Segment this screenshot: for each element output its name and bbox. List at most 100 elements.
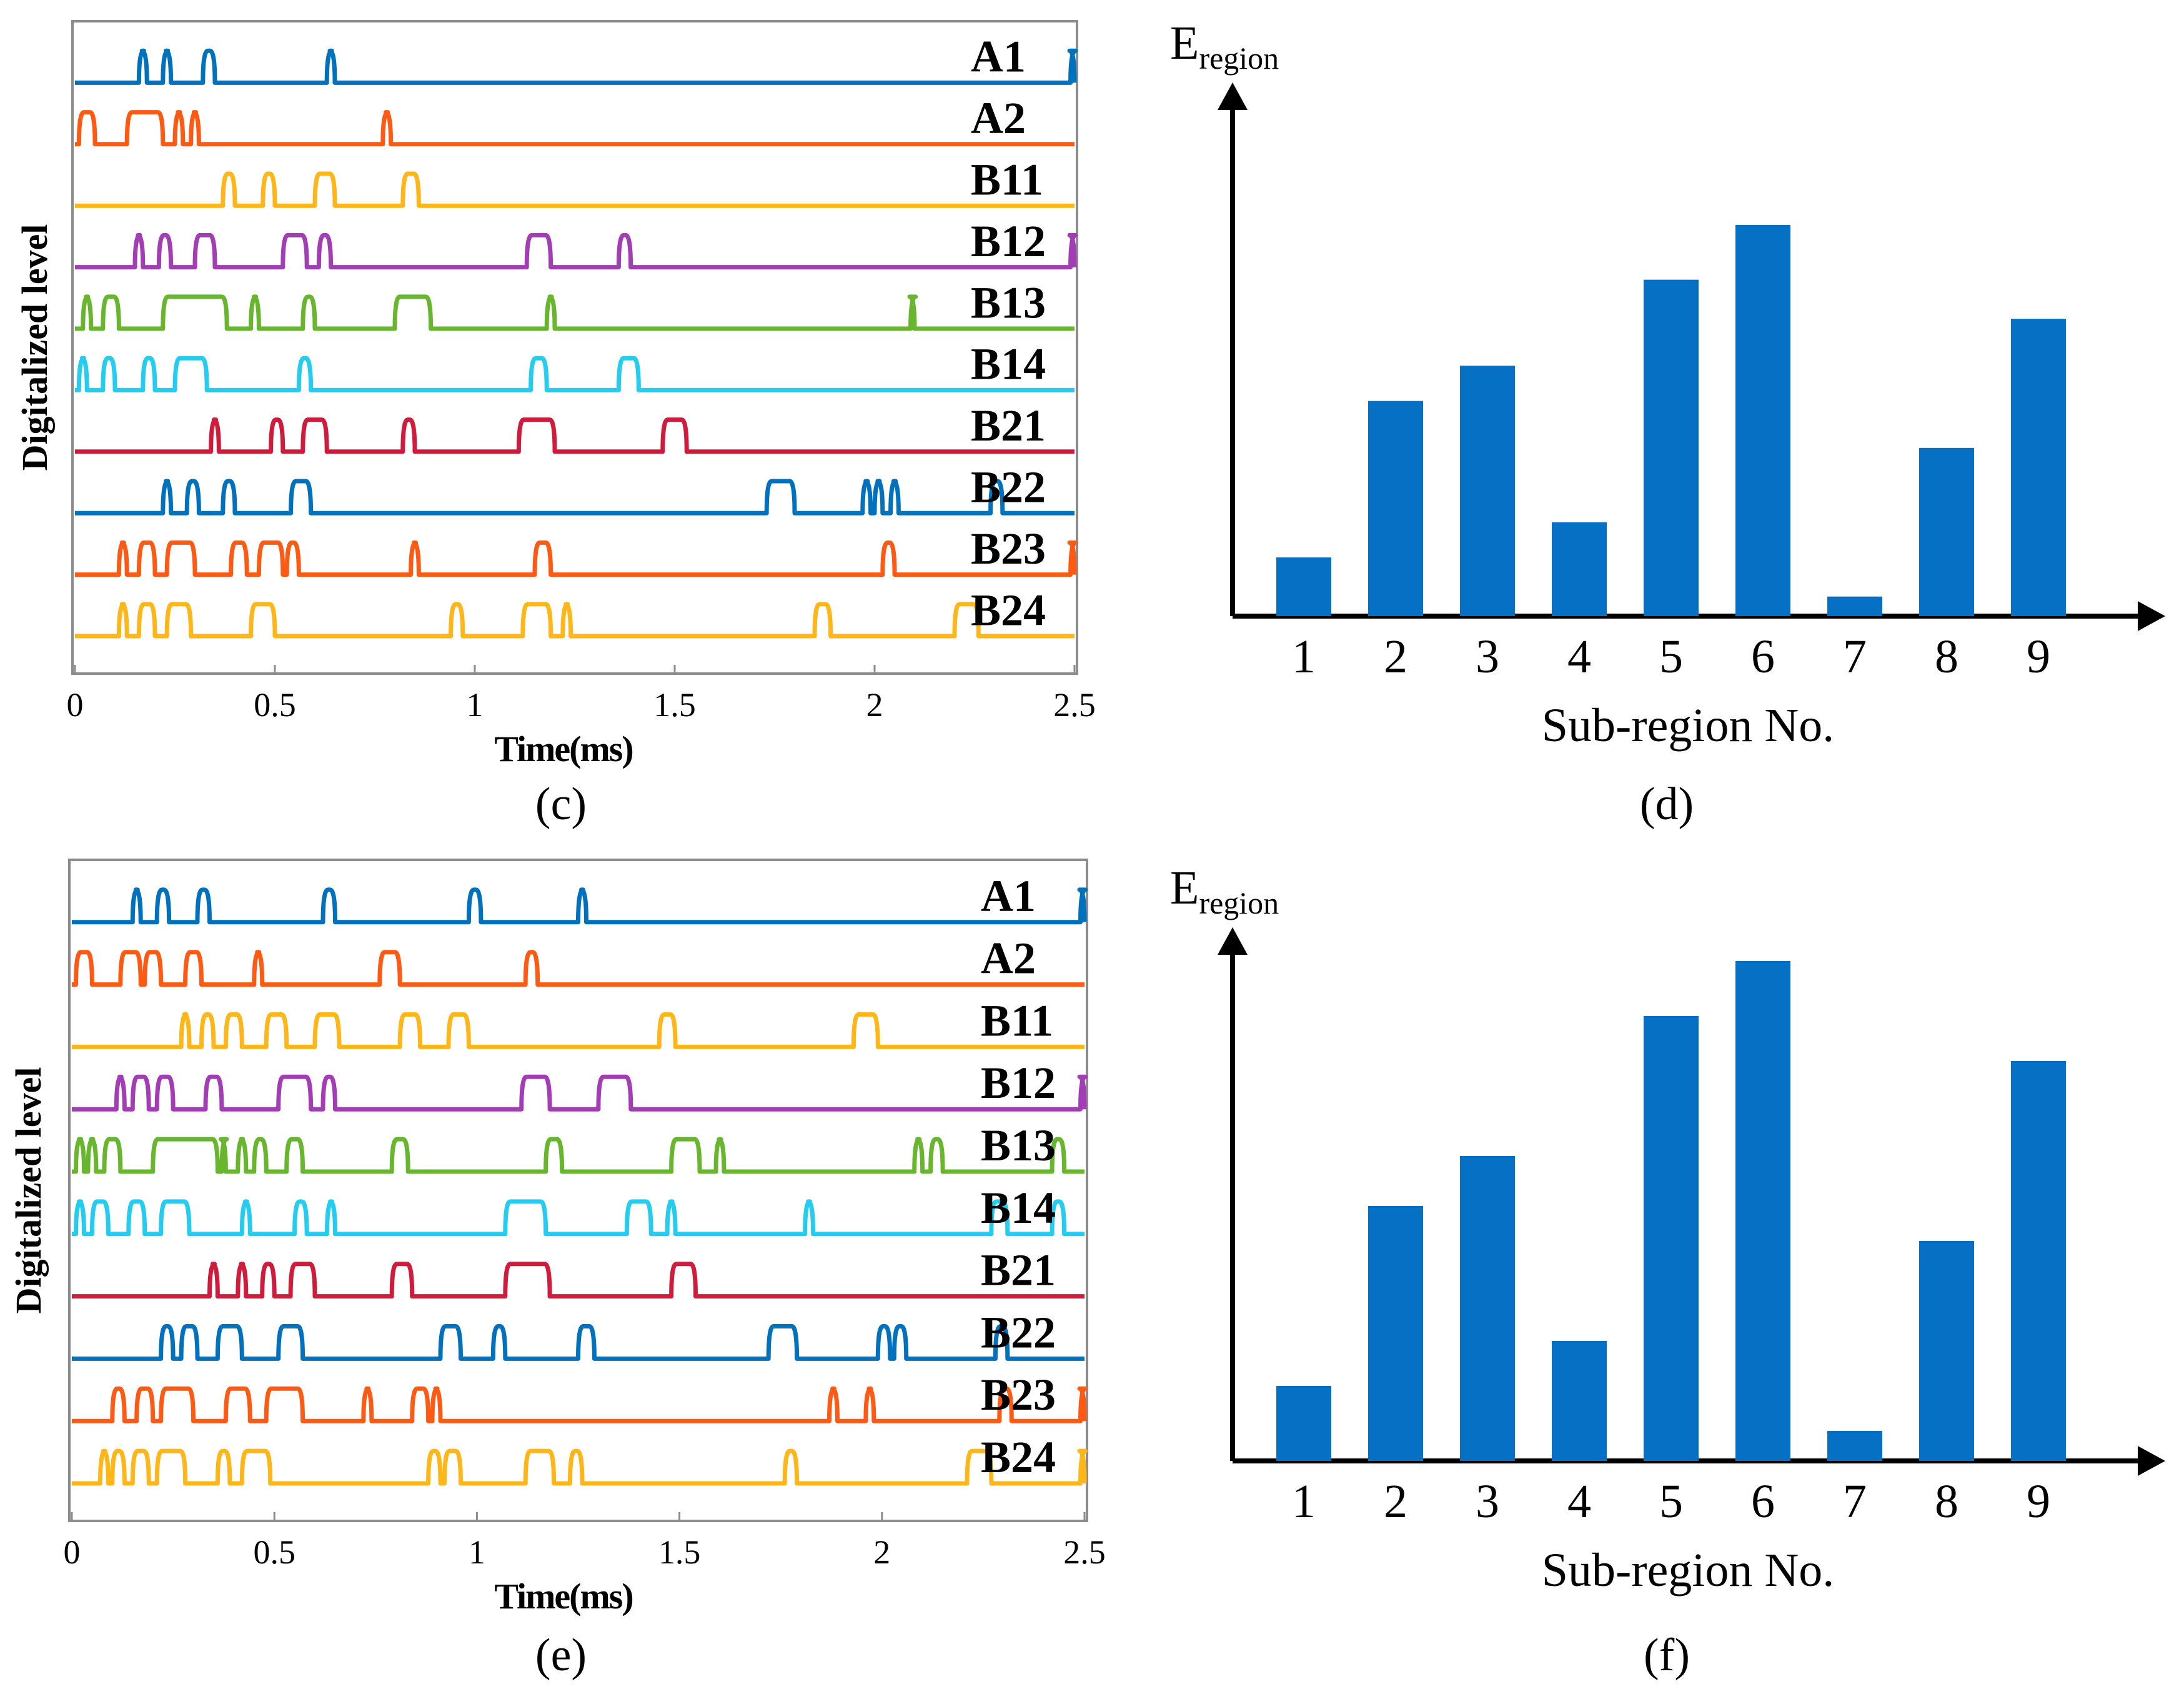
panel-e-pulse-chart: 0 0.5 1 1.5 2 2.5 A1 A2 B11 B12 B13 B14 B21 B22 B23 B24…	[8, 859, 1106, 1681]
channel-trace	[75, 48, 1078, 85]
y-axis-arrow	[1218, 927, 1248, 955]
x-axis-label: Sub-region No.	[1542, 1544, 1835, 1597]
x-tick-label: 1	[469, 1533, 485, 1571]
x-tick-label: 2	[866, 686, 883, 724]
bar	[1919, 447, 1974, 616]
chart-title: Eregion	[1170, 17, 1279, 76]
channel-label: B21	[971, 401, 1046, 451]
title-subscript: region	[1199, 41, 1279, 76]
bar	[1644, 279, 1699, 616]
channel-label: B11	[971, 154, 1043, 204]
y-axis-label: Digitalized level	[14, 224, 55, 471]
category-label: 3	[1476, 1475, 1499, 1528]
panel-caption: (f)	[1644, 1630, 1690, 1681]
bar	[1919, 1241, 1974, 1461]
title-main: E	[1170, 17, 1199, 69]
bar	[1827, 596, 1882, 616]
channel-label: B13	[981, 1120, 1056, 1170]
chart-title: Eregion	[1170, 862, 1279, 920]
channel-label: B14	[981, 1183, 1056, 1233]
channel-label: B24	[981, 1432, 1056, 1482]
channel-trace	[72, 887, 1088, 925]
channel-label: B21	[981, 1245, 1056, 1295]
x-tick-label: 0.5	[253, 1533, 295, 1571]
x-tick-label: 1.5	[653, 686, 696, 724]
channel-trace	[75, 294, 1075, 331]
channel-trace	[75, 479, 1075, 516]
bar	[1276, 557, 1331, 616]
x-tick-label: 2	[873, 1533, 890, 1571]
category-label: 5	[1659, 1475, 1683, 1528]
bar	[1827, 1431, 1882, 1461]
channel-trace	[72, 1448, 1088, 1486]
channel-trace	[75, 417, 1075, 454]
category-label: 7	[1843, 1475, 1867, 1528]
channel-label: B13	[971, 277, 1046, 327]
category-label: 5	[1659, 630, 1683, 683]
category-label: 8	[1935, 630, 1958, 683]
bar	[1368, 1206, 1423, 1461]
channel-trace	[72, 1324, 1085, 1361]
channel-label: B11	[981, 995, 1053, 1045]
category-label: 9	[2027, 1475, 2050, 1528]
panel-c-pulse-chart: 0 0.5 1 1.5 2 2.5 A1 A2 B11 B12 B13 B14 B21 B22 B23 B24…	[14, 20, 1096, 830]
category-label: 4	[1567, 1475, 1591, 1528]
channel-trace	[72, 1386, 1088, 1423]
bar	[1368, 401, 1423, 616]
channel-trace	[75, 356, 1075, 392]
title-subscript: region	[1199, 885, 1279, 920]
panel-f-bar-chart: 1 2 3 4 5 6 7 8 9 Eregion Sub-region No. (f)	[1170, 862, 2165, 1681]
channel-label: B14	[971, 339, 1046, 389]
bar	[1735, 961, 1790, 1461]
plot-frame	[71, 20, 1078, 675]
x-axis-label: Sub-region No.	[1542, 699, 1835, 752]
category-label: 9	[2027, 630, 2050, 683]
bar	[1460, 366, 1515, 616]
channel-label: B22	[981, 1307, 1056, 1357]
panel-d-bar-chart: 1 2 3 4 5 6 7 8 9 Eregion Sub-region No. (d)	[1170, 17, 2165, 830]
channel-label: B12	[981, 1058, 1056, 1108]
panel-caption: (c)	[535, 779, 587, 830]
channel-trace	[72, 1012, 1085, 1049]
x-tick-label: 1.5	[658, 1533, 701, 1571]
bar	[1552, 522, 1607, 616]
channel-label: B24	[971, 585, 1046, 635]
x-axis-arrow	[2138, 1446, 2165, 1476]
category-label: 3	[1476, 630, 1499, 683]
x-axis-label: Time(ms)	[494, 729, 632, 769]
bar	[1276, 1386, 1331, 1461]
plot-frame	[68, 859, 1088, 1522]
channel-label: A1	[981, 871, 1036, 921]
title-main: E	[1170, 862, 1199, 914]
y-axis-label: Digitalized level	[8, 1067, 49, 1314]
channel-trace	[75, 110, 1075, 147]
channel-label: B12	[971, 216, 1046, 266]
y-axis-arrow	[1218, 82, 1248, 110]
category-label: 8	[1935, 1475, 1958, 1528]
channel-label: B22	[971, 462, 1046, 512]
channel-trace	[72, 1074, 1088, 1112]
channel-trace	[75, 602, 1075, 639]
channel-trace	[75, 540, 1078, 577]
panel-caption: (d)	[1640, 779, 1694, 830]
channel-label: A1	[971, 32, 1026, 82]
channel-label: A2	[981, 934, 1036, 984]
x-tick-label: 0	[67, 686, 84, 724]
bar	[1644, 1016, 1699, 1461]
category-label: 1	[1292, 630, 1316, 683]
category-label: 4	[1567, 630, 1591, 683]
bar	[1735, 225, 1790, 616]
channel-trace	[72, 1262, 1085, 1299]
channel-trace	[72, 950, 1085, 987]
channel-trace	[75, 232, 1078, 270]
x-axis-arrow	[2138, 601, 2165, 631]
x-tick-label: 0	[64, 1533, 81, 1571]
channel-label: B23	[981, 1370, 1056, 1420]
x-tick-label: 0.5	[254, 686, 296, 724]
panel-caption: (e)	[535, 1630, 587, 1681]
category-label: 2	[1384, 1475, 1407, 1528]
x-tick-label: 2.5	[1063, 1533, 1106, 1571]
category-label: 6	[1751, 630, 1775, 683]
channel-trace	[72, 1137, 1085, 1174]
